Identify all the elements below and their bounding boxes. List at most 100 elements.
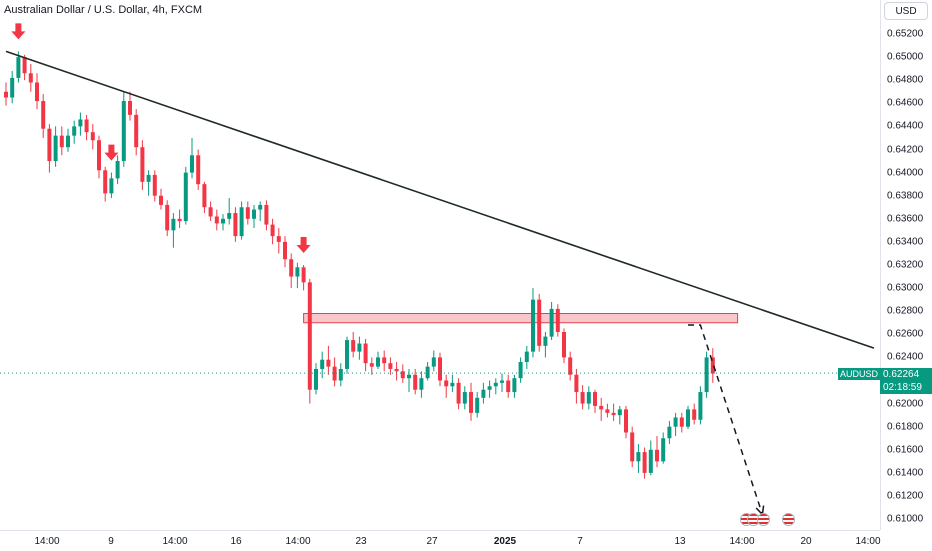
candle-body bbox=[177, 218, 182, 222]
candle-body bbox=[692, 409, 697, 420]
candle-body bbox=[214, 216, 219, 224]
candle-body bbox=[233, 213, 238, 237]
candle-body bbox=[562, 331, 566, 358]
candle-body bbox=[41, 100, 46, 129]
candle-body bbox=[549, 308, 554, 337]
price-tick: 0.61000 bbox=[887, 513, 924, 525]
marker-arrow-icon bbox=[296, 237, 311, 253]
candle-body bbox=[28, 73, 33, 83]
price-tick: 0.62800 bbox=[887, 305, 924, 317]
candle-body bbox=[568, 357, 573, 375]
candle-body bbox=[673, 417, 678, 427]
time-axis[interactable]: 14:00 9 14:00 16 14:00 23 27 2025 7 13 14:00 20 14:0… bbox=[0, 530, 881, 551]
time-tick: 23 bbox=[355, 536, 367, 547]
bar-countdown: 02:18:59 bbox=[883, 382, 922, 393]
time-tick: 7 bbox=[577, 536, 583, 547]
candle-body bbox=[686, 409, 690, 427]
candle-body bbox=[487, 386, 492, 390]
price-tick: 0.63600 bbox=[887, 213, 924, 225]
time-tick: 16 bbox=[230, 536, 242, 547]
candle-body bbox=[270, 224, 275, 237]
candle-body bbox=[227, 213, 232, 219]
candle-body bbox=[382, 357, 387, 364]
candle-body bbox=[283, 241, 287, 260]
time-tick: 9 bbox=[108, 536, 114, 547]
candle-body bbox=[314, 368, 318, 390]
price-tick: 0.63200 bbox=[887, 259, 924, 271]
price-tick: 0.65200 bbox=[887, 28, 924, 40]
candle-body bbox=[239, 207, 244, 237]
price-tick: 0.61600 bbox=[887, 444, 924, 456]
candle-body bbox=[183, 172, 188, 222]
candle-body bbox=[462, 392, 467, 404]
candle-body bbox=[580, 392, 585, 404]
candle-body bbox=[524, 351, 529, 363]
time-tick: 2025 bbox=[493, 536, 517, 547]
price-tick: 0.61800 bbox=[887, 421, 924, 433]
last-price-value: 0.62264 bbox=[883, 369, 920, 380]
us-flag-icon[interactable] bbox=[757, 513, 770, 526]
candle-body bbox=[264, 204, 269, 225]
candle-body bbox=[295, 267, 300, 277]
candle-body bbox=[456, 382, 461, 404]
candle-body bbox=[661, 438, 666, 462]
candle-body bbox=[537, 299, 542, 346]
price-tick: 0.63000 bbox=[887, 282, 924, 294]
candle-body bbox=[506, 380, 511, 393]
candle-body bbox=[617, 409, 622, 416]
candle-body bbox=[196, 155, 201, 185]
candle-body bbox=[245, 207, 250, 219]
candle-body bbox=[320, 359, 325, 369]
price-chart[interactable] bbox=[0, 0, 880, 530]
chart-area[interactable]: Australian Dollar / U.S. Dollar, 4h, FXC… bbox=[0, 0, 880, 530]
candle-body bbox=[655, 449, 659, 462]
chart-title: Australian Dollar / U.S. Dollar, 4h, FXC… bbox=[4, 4, 203, 16]
candle-body bbox=[171, 218, 176, 231]
candle-body bbox=[140, 147, 145, 182]
candle-body bbox=[115, 161, 120, 179]
candle-body bbox=[419, 378, 424, 390]
candle-body bbox=[400, 371, 405, 379]
candle-body bbox=[555, 308, 560, 332]
candle-body bbox=[698, 392, 703, 420]
candle-body bbox=[475, 397, 480, 413]
time-tick: 14:00 bbox=[855, 536, 881, 547]
candle-body bbox=[500, 380, 504, 383]
price-tick: 0.62000 bbox=[887, 398, 924, 410]
candle-body bbox=[59, 135, 64, 148]
time-tick: 14:00 bbox=[34, 536, 60, 547]
us-flag-icon[interactable] bbox=[782, 513, 795, 526]
candle-body bbox=[289, 259, 294, 277]
candle-body bbox=[121, 100, 126, 162]
candle-body bbox=[407, 374, 411, 379]
candle-body bbox=[679, 417, 684, 427]
price-tick: 0.63800 bbox=[887, 190, 924, 202]
currency-button[interactable]: USD bbox=[884, 2, 928, 20]
price-tick: 0.63400 bbox=[887, 236, 924, 248]
candle-body bbox=[518, 362, 523, 379]
time-tick: 13 bbox=[674, 536, 686, 547]
resistance-zone bbox=[303, 313, 739, 324]
candle-body bbox=[413, 374, 418, 390]
candle-body bbox=[208, 207, 213, 217]
time-tick: 20 bbox=[800, 536, 812, 547]
candle-body bbox=[84, 119, 89, 133]
candle-body bbox=[469, 392, 473, 413]
candle-body bbox=[159, 195, 163, 205]
candle-body bbox=[704, 357, 709, 393]
candle-body bbox=[357, 343, 362, 352]
price-tick: 0.64800 bbox=[887, 74, 924, 86]
price-axis[interactable]: 0.65200 0.65000 0.64800 0.64600 0.64400 0.642… bbox=[880, 0, 932, 530]
candle-body bbox=[146, 174, 151, 182]
price-tick: 0.65000 bbox=[887, 51, 924, 63]
candle-body bbox=[22, 57, 27, 74]
price-tick: 0.61200 bbox=[887, 490, 924, 502]
candle-body bbox=[636, 452, 641, 462]
candle-body bbox=[493, 382, 498, 387]
candle-body bbox=[481, 389, 486, 398]
candle-body bbox=[326, 359, 331, 367]
price-tick: 0.64400 bbox=[887, 120, 924, 132]
candle-body bbox=[630, 432, 635, 462]
candle-body bbox=[10, 77, 15, 98]
candle-body bbox=[624, 409, 628, 433]
